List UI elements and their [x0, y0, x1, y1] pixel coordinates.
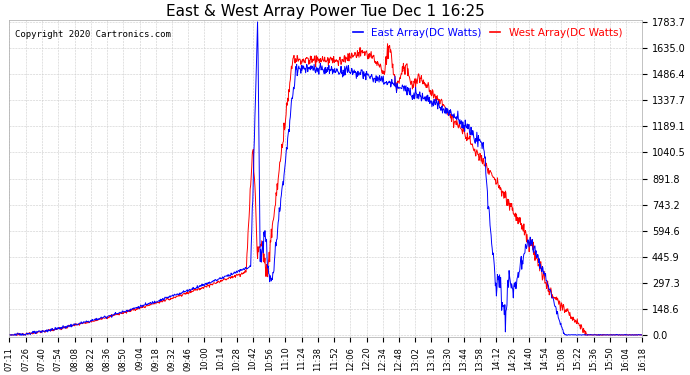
Title: East & West Array Power Tue Dec 1 16:25: East & West Array Power Tue Dec 1 16:25	[166, 4, 485, 19]
East Array(DC Watts)	[638, 333, 647, 338]
East Array(DC Watts)	[5, 333, 13, 338]
West Array(DC Watts)	[384, 41, 392, 46]
West Array(DC Watts)	[338, 57, 346, 62]
West Array(DC Watts)	[12, 333, 21, 338]
East Array(DC Watts)	[339, 75, 347, 79]
East Array(DC Watts)	[253, 20, 262, 24]
West Array(DC Watts)	[280, 121, 288, 125]
East Array(DC Watts)	[8, 333, 16, 338]
West Array(DC Watts)	[638, 333, 647, 337]
Text: Copyright 2020 Cartronics.com: Copyright 2020 Cartronics.com	[15, 30, 171, 39]
East Array(DC Watts)	[352, 71, 360, 75]
Legend: East Array(DC Watts), West Array(DC Watts): East Array(DC Watts), West Array(DC Watt…	[351, 26, 624, 40]
Line: East Array(DC Watts): East Array(DC Watts)	[9, 22, 642, 335]
West Array(DC Watts)	[89, 319, 97, 324]
Line: West Array(DC Watts): West Array(DC Watts)	[9, 44, 642, 335]
East Array(DC Watts)	[112, 311, 120, 316]
East Array(DC Watts)	[219, 274, 227, 279]
East Array(DC Watts)	[89, 318, 97, 322]
West Array(DC Watts)	[112, 312, 120, 317]
West Array(DC Watts)	[5, 332, 13, 337]
East Array(DC Watts)	[280, 168, 288, 172]
West Array(DC Watts)	[351, 50, 359, 55]
West Array(DC Watts)	[219, 278, 227, 282]
